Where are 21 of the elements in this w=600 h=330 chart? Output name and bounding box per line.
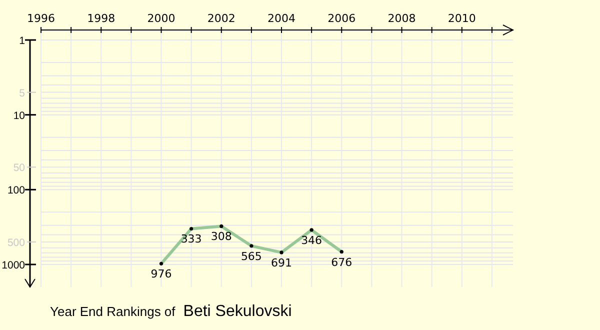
data-label: 565 (240, 250, 262, 263)
y-tick-label: 1000 (2, 259, 26, 272)
x-tick-label: 2006 (328, 12, 356, 25)
x-tick-label: 2002 (207, 12, 236, 25)
x-tick-label: 2010 (448, 12, 476, 25)
data-label: 691 (271, 256, 292, 270)
x-tick-label: 1998 (87, 12, 116, 25)
x-tick-label: 2000 (147, 12, 176, 25)
y-tick-label: 1 (19, 35, 26, 47)
text: Beti Sekulovski (183, 303, 292, 320)
y-tick-label: 100 (7, 184, 26, 197)
x-tick-label: 2004 (268, 12, 296, 25)
data-label: 333 (180, 232, 202, 246)
data-label: 976 (150, 268, 172, 281)
text: Year End Rankings of (50, 304, 176, 319)
y-tick-label: 10 (13, 110, 26, 122)
x-tick-label: 1996 (27, 12, 55, 25)
x-tick-label: 2008 (388, 12, 416, 25)
data-label: 346 (301, 234, 322, 247)
data-label: 676 (331, 256, 352, 269)
data-label: 308 (210, 230, 232, 244)
